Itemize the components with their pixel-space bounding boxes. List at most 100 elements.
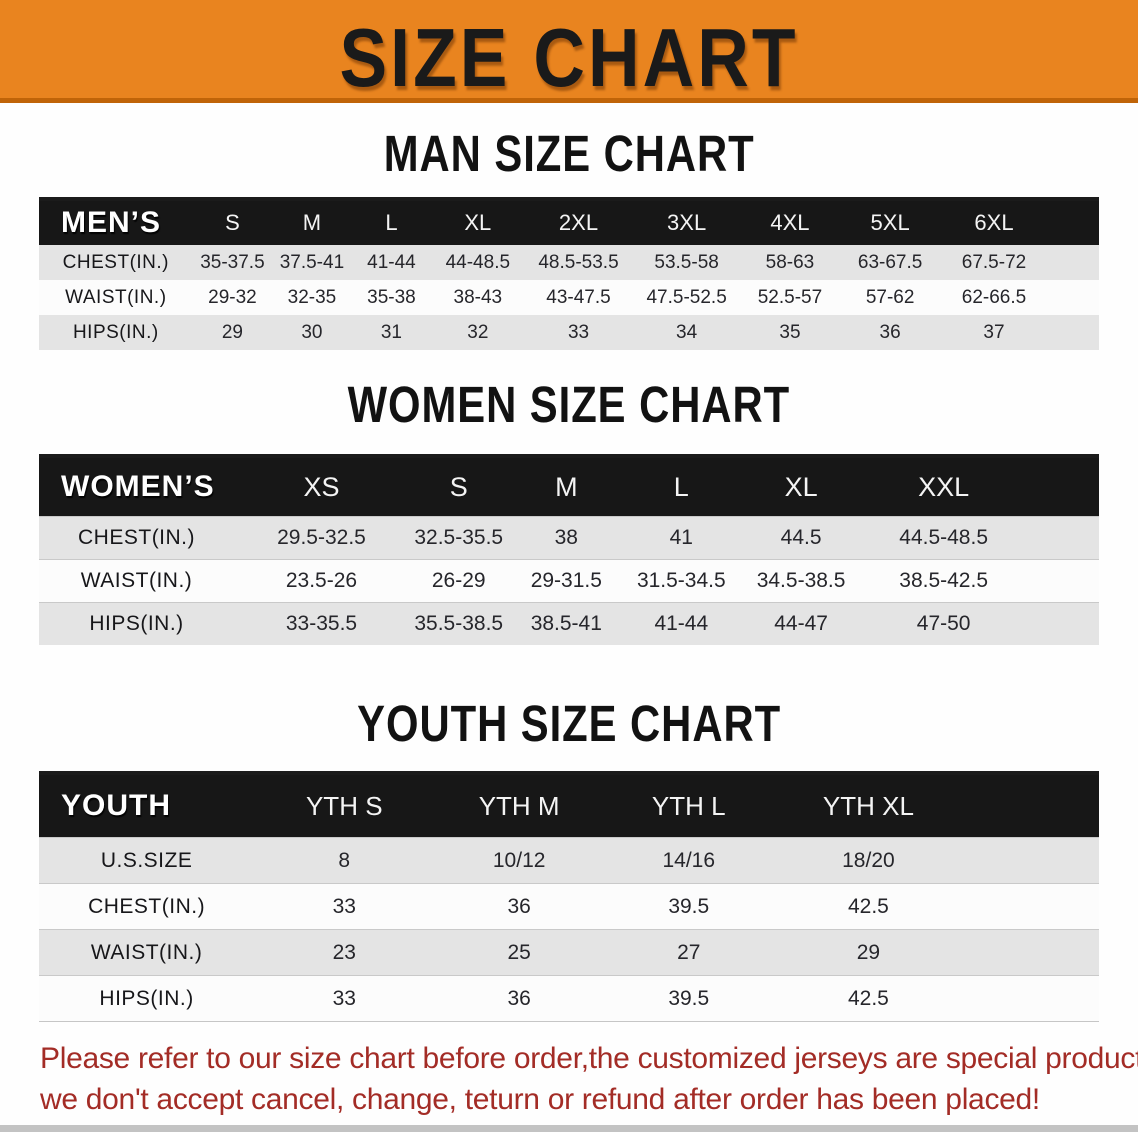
size-cell: 32-35 [272,280,352,315]
size-cell: 44.5-48.5 [863,516,1024,560]
size-cell: 41-44 [624,602,739,645]
size-cell: 37.5-41 [272,245,352,280]
col-header: M [272,198,352,245]
col-header: YTH XL [773,772,964,838]
col-header: XXL [863,455,1024,517]
size-cell: 52.5-57 [740,280,840,315]
size-cell: 35-38 [351,280,432,315]
filler-cell [1023,602,1099,645]
size-cell: 14/16 [603,837,774,884]
size-cell: 33 [254,883,435,930]
col-header: 6XL [941,198,1047,245]
row-label: U.S.SIZE [39,837,255,884]
size-cell: 39.5 [603,975,774,1022]
size-cell: 25 [434,929,604,976]
col-header: S [192,198,273,245]
col-header: XL [738,455,864,517]
row-label: HIPS(IN.) [39,315,193,350]
women-table-label: WOMEN’S [39,455,235,517]
size-cell: 33-35.5 [234,602,409,645]
size-cell: 8 [254,837,435,884]
table-row: WAIST(IN.) 29-32 32-35 35-38 38-43 43-47… [39,280,1099,315]
table-row: CHEST(IN.) 35-37.5 37.5-41 41-44 44-48.5… [39,245,1099,280]
size-cell: 57-62 [839,280,941,315]
col-header: YTH M [434,772,604,838]
row-label: CHEST(IN.) [39,245,193,280]
filler-cell [1047,280,1099,315]
women-heading-text: WOMEN SIZE CHART [347,377,791,434]
table-row: U.S.SIZE 8 10/12 14/16 18/20 [39,837,1099,884]
filler-cell [963,772,1099,838]
size-cell: 29 [192,315,273,350]
size-cell: 36 [839,315,941,350]
filler-cell [963,975,1099,1022]
size-cell: 44.5 [738,516,864,560]
women-size-table: WOMEN’S XS S M L XL XXL CHEST(IN.) 29.5-… [39,454,1099,645]
size-cell: 29.5-32.5 [234,516,409,560]
col-header: 2XL [524,198,633,245]
size-cell: 34 [632,315,741,350]
size-cell: 27 [603,929,774,976]
filler-cell [1047,315,1099,350]
row-label: HIPS(IN.) [39,602,235,645]
youth-header-bar: YOUTH YTH S YTH M YTH L YTH XL [39,772,1099,838]
col-header: 4XL [740,198,840,245]
size-cell: 62-66.5 [941,280,1047,315]
size-cell: 26-29 [408,559,509,603]
row-label: WAIST(IN.) [39,559,235,603]
size-cell: 33 [254,975,435,1022]
col-header: L [351,198,432,245]
row-label: WAIST(IN.) [39,280,193,315]
size-cell: 41-44 [351,245,432,280]
table-row: WAIST(IN.) 23.5-26 26-29 29-31.5 31.5-34… [39,559,1099,603]
size-cell: 23 [254,929,435,976]
size-cell: 29-31.5 [508,559,625,603]
size-cell: 47.5-52.5 [632,280,741,315]
men-header-bar: MEN’S S M L XL 2XL 3XL 4XL 5XL 6XL [39,198,1099,245]
size-cell: 32.5-35.5 [408,516,509,560]
col-header: XL [431,198,525,245]
row-label: HIPS(IN.) [39,975,255,1022]
women-header-bar: WOMEN’S XS S M L XL XXL [39,455,1099,517]
size-cell: 47-50 [863,602,1024,645]
men-section-heading: MAN SIZE CHART [0,126,1138,182]
size-cell: 38-43 [431,280,525,315]
size-cell: 38 [508,516,625,560]
col-header: YTH L [603,772,774,838]
size-cell: 35-37.5 [192,245,273,280]
size-cell: 44-48.5 [431,245,525,280]
col-header: S [408,455,509,517]
col-header: YTH S [254,772,435,838]
size-cell: 23.5-26 [234,559,409,603]
size-cell: 18/20 [773,837,964,884]
size-cell: 42.5 [773,975,964,1022]
table-row: CHEST(IN.) 29.5-32.5 32.5-35.5 38 41 44.… [39,516,1099,560]
size-cell: 10/12 [434,837,604,884]
table-row: HIPS(IN.) 33-35.5 35.5-38.5 38.5-41 41-4… [39,602,1099,645]
table-row: CHEST(IN.) 33 36 39.5 42.5 [39,883,1099,930]
banner-title: SIZE CHART [339,11,799,103]
size-cell: 38.5-41 [508,602,625,645]
size-cell: 36 [434,975,604,1022]
filler-cell [963,929,1099,976]
col-header: 3XL [632,198,741,245]
men-table-label: MEN’S [39,198,193,245]
filler-cell [1023,516,1099,560]
size-cell: 31.5-34.5 [624,559,739,603]
filler-cell [963,883,1099,930]
youth-heading-text: YOUTH SIZE CHART [357,696,781,753]
youth-size-table: YOUTH YTH S YTH M YTH L YTH XL U.S.SIZE … [39,771,1099,1022]
size-cell: 53.5-58 [632,245,741,280]
order-notice-line2: we don't accept cancel, change, teturn o… [40,1083,1040,1116]
youth-table-label: YOUTH [39,772,255,838]
size-cell: 39.5 [603,883,774,930]
size-cell: 29-32 [192,280,273,315]
order-notice-line1: Please refer to our size chart before or… [40,1042,1138,1075]
size-cell: 38.5-42.5 [863,559,1024,603]
size-cell: 63-67.5 [839,245,941,280]
men-heading-text: MAN SIZE CHART [383,126,755,183]
size-cell: 48.5-53.5 [524,245,633,280]
filler-cell [963,837,1099,884]
filler-cell [1047,245,1099,280]
